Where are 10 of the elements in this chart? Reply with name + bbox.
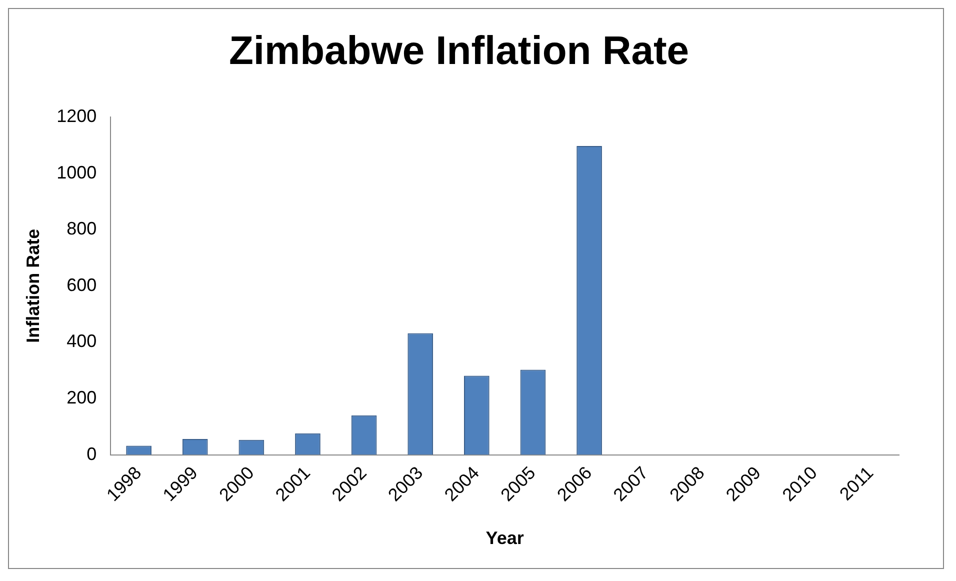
y-tick-label: 200 [66, 387, 97, 408]
y-axis-title: Inflation Rate [22, 228, 43, 343]
y-tick-label: 1200 [56, 106, 97, 126]
y-tick-label: 400 [66, 331, 97, 352]
y-tick-label: 0 [86, 444, 97, 464]
chart-title: Zimbabwe Inflation Rate [228, 29, 690, 74]
x-axis-title: Year [486, 528, 524, 548]
y-tick-label: 600 [66, 274, 97, 295]
y-tick-label: 800 [66, 218, 97, 239]
y-tick-label: 1000 [56, 162, 97, 182]
